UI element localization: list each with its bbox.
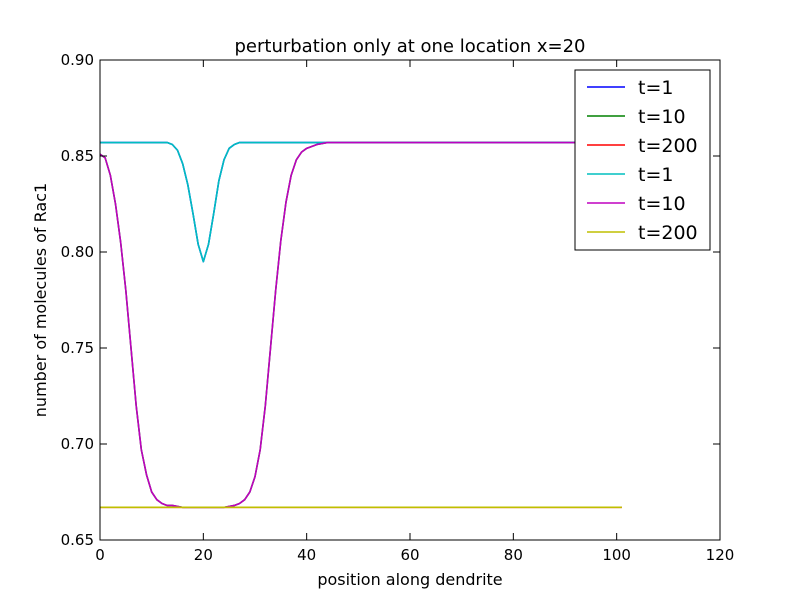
legend-label: t=200 [638,222,698,244]
y-tick-label: 0.85 [61,147,94,165]
legend-label: t=10 [638,193,686,215]
x-tick-label: 60 [400,546,419,564]
y-tick-label: 0.75 [61,339,94,357]
legend-label: t=200 [638,135,698,157]
y-tick-label: 0.90 [61,51,94,69]
x-tick-label: 80 [504,546,523,564]
legend: t=1 t=10 t=200 t=1 t=10 t=200 [574,69,711,251]
legend-label: t=10 [638,106,686,128]
x-tick-label: 40 [297,546,316,564]
chart-title: perturbation only at one location x=20 [234,36,585,57]
x-tick-label: 0 [95,546,105,564]
y-tick-label: 0.70 [61,435,94,453]
legend-label: t=1 [638,164,673,186]
series-line-4 [100,141,622,263]
y-tick-label: 0.80 [61,243,94,261]
plot-area: 0 20 40 60 80 100 120 0.65 0.70 0.75 0.80 0.85 0.90 t… [61,51,735,564]
x-tick-label: 100 [602,546,631,564]
y-axis-label: number of molecules of Rac1 [31,183,50,417]
legend-box [574,69,711,251]
y-tick-label: 0.65 [61,531,94,549]
x-tick-label: 120 [706,546,735,564]
series-group [100,141,622,509]
legend-label: t=1 [638,77,673,99]
x-axis-label: position along dendrite [317,570,502,589]
x-tick-label: 20 [194,546,213,564]
